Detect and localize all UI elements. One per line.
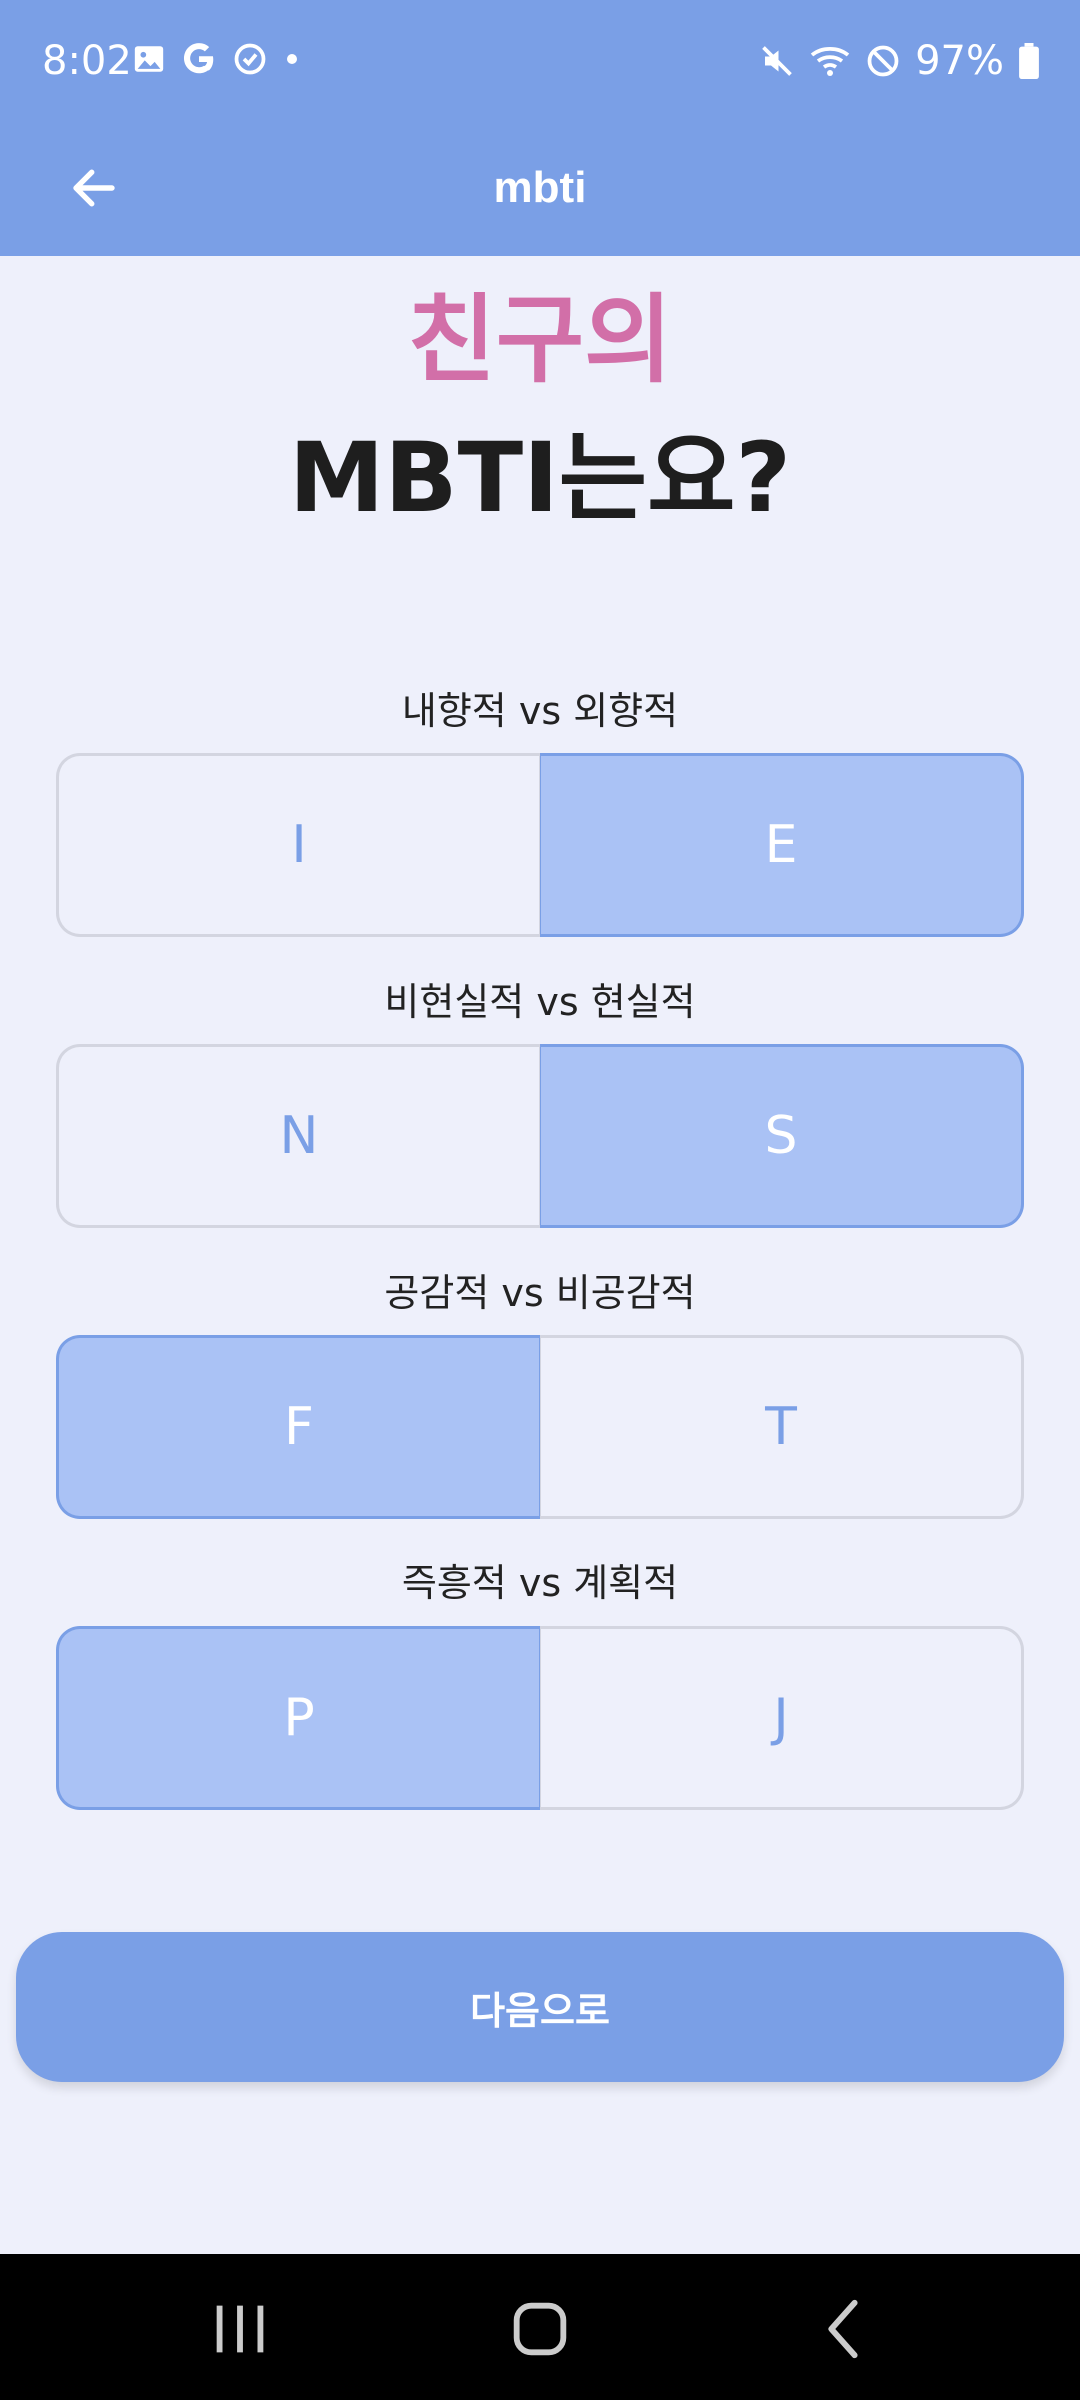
option-t[interactable]: T bbox=[540, 1335, 1024, 1519]
question-label-ie: 내향적 vs 외향적 bbox=[401, 689, 679, 733]
battery-icon bbox=[1019, 43, 1039, 79]
toggle-ns: N S bbox=[56, 1044, 1024, 1228]
google-icon bbox=[183, 43, 214, 74]
wifi-icon bbox=[810, 46, 850, 76]
recents-icon[interactable] bbox=[205, 2294, 275, 2364]
status-time: 8:02 bbox=[42, 38, 132, 84]
dnd-icon bbox=[867, 45, 899, 77]
question-label-pj: 즉흥적 vs 계획적 bbox=[401, 1561, 679, 1605]
headline-question: MBTI는요? bbox=[288, 422, 792, 534]
sync-icon bbox=[234, 43, 266, 75]
status-icons-left bbox=[132, 40, 302, 78]
app-bar: mbti bbox=[0, 120, 1080, 256]
battery-percent: 97% bbox=[915, 38, 1004, 84]
toggle-pj: P J bbox=[56, 1626, 1024, 1810]
option-n[interactable]: N bbox=[56, 1044, 540, 1228]
gallery-icon bbox=[134, 46, 164, 72]
toggle-ft: F T bbox=[56, 1335, 1024, 1519]
arrow-left-icon bbox=[73, 169, 115, 207]
question-label-ns: 비현실적 vs 현실적 bbox=[384, 980, 696, 1024]
dot-icon bbox=[287, 54, 297, 64]
mute-icon bbox=[762, 46, 792, 76]
option-j[interactable]: J bbox=[540, 1626, 1024, 1810]
back-button[interactable] bbox=[48, 142, 140, 234]
system-nav-bar bbox=[0, 2254, 1080, 2400]
status-icons-right: 97% bbox=[759, 38, 1040, 84]
question-label-ft: 공감적 vs 비공감적 bbox=[384, 1271, 696, 1315]
option-i[interactable]: I bbox=[56, 753, 540, 937]
option-p[interactable]: P bbox=[56, 1626, 540, 1810]
option-e[interactable]: E bbox=[540, 753, 1024, 937]
next-button[interactable]: 다음으로 bbox=[16, 1932, 1064, 2082]
home-icon[interactable] bbox=[505, 2294, 575, 2364]
status-bar: 8:02 97% bbox=[0, 0, 1080, 120]
option-s[interactable]: S bbox=[540, 1044, 1024, 1228]
option-f[interactable]: F bbox=[56, 1335, 540, 1519]
toggle-ie: I E bbox=[56, 753, 1024, 937]
headline-friend: 친구의 bbox=[407, 284, 673, 396]
app-title: mbti bbox=[493, 163, 587, 212]
back-nav-icon[interactable] bbox=[808, 2294, 878, 2364]
